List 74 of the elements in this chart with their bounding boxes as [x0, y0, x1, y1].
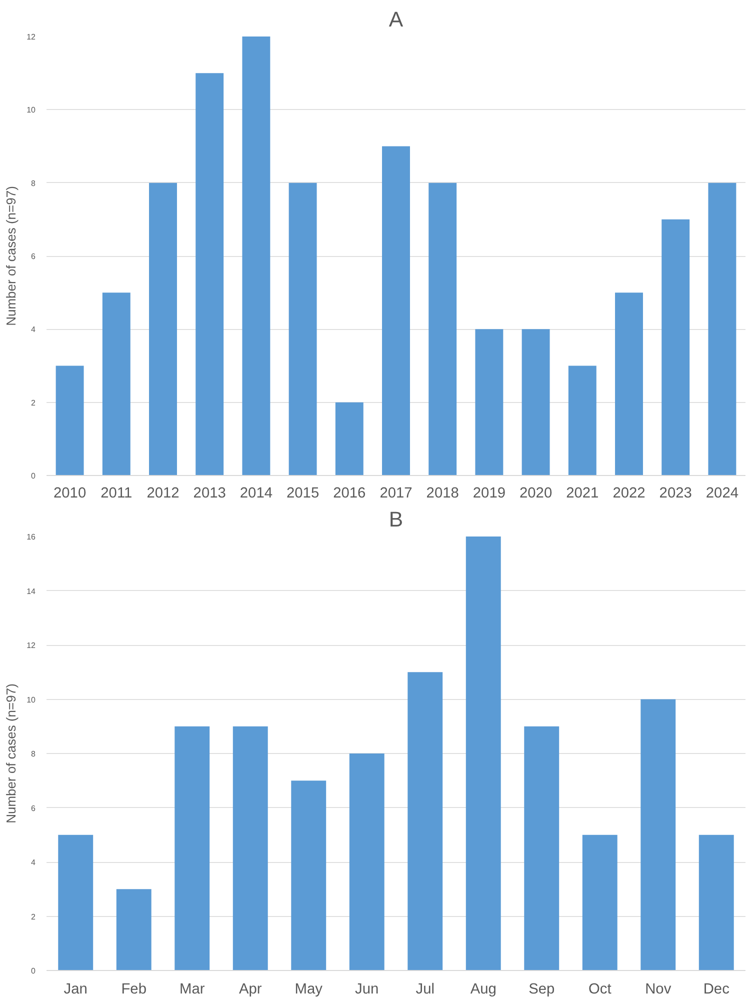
bar [56, 366, 84, 476]
x-tick-label: 2011 [100, 486, 132, 502]
y-tick-label: 4 [31, 858, 36, 867]
y-tick-label: 0 [31, 472, 36, 480]
y-tick-label: 6 [31, 252, 36, 261]
y-tick-label: 4 [31, 325, 36, 334]
x-tick-label: 2010 [54, 486, 86, 502]
y-tick-label: 14 [26, 586, 36, 596]
x-tick-label: Jul [416, 982, 435, 998]
bar [102, 292, 130, 476]
bar [640, 699, 676, 970]
bar [428, 182, 457, 476]
x-tick-label: Nov [645, 982, 672, 998]
y-tick-label: 8 [31, 750, 36, 758]
chart-title: A [388, 8, 404, 32]
x-tick-label: 2016 [333, 486, 366, 502]
bar [288, 182, 317, 476]
x-tick-label: Mar [180, 982, 205, 998]
bar [291, 780, 326, 970]
bar [408, 672, 443, 970]
bar [149, 182, 177, 476]
bar [466, 536, 501, 970]
x-tick-label: 2012 [146, 486, 180, 502]
bar [174, 726, 210, 970]
x-tick-label: Jun [355, 982, 379, 998]
x-tick-label: Sep [528, 982, 555, 998]
x-tick-label: 2017 [380, 486, 412, 502]
y-tick-label: 10 [26, 106, 36, 115]
y-axis-title: Number of cases (n=97) [4, 186, 19, 326]
bar [524, 726, 560, 970]
bar [698, 834, 734, 970]
y-tick-label: 2 [31, 912, 36, 922]
x-tick-label: 2023 [659, 486, 692, 502]
bar [349, 754, 384, 970]
bar [116, 889, 152, 970]
x-tick-label: Dec [703, 982, 730, 998]
bar [382, 146, 410, 476]
y-tick-label: 8 [31, 178, 36, 188]
bar [242, 36, 270, 476]
x-tick-label: 2021 [566, 486, 599, 502]
x-tick-label: Apr [238, 982, 262, 998]
x-tick-label: 2014 [240, 486, 273, 502]
x-tick-label: Oct [588, 982, 612, 998]
y-tick-label: 12 [26, 32, 36, 42]
x-tick-label: Aug [470, 982, 496, 998]
bar [662, 219, 690, 476]
bar [582, 834, 618, 970]
x-tick-label: Feb [121, 982, 147, 998]
x-tick-label: May [294, 982, 324, 998]
x-tick-label: 2015 [286, 486, 320, 502]
y-tick-label: 6 [31, 804, 36, 813]
x-tick-label: 2022 [612, 486, 646, 502]
y-tick-label: 16 [26, 532, 36, 542]
x-tick-label: 2018 [426, 486, 459, 502]
x-tick-label: Jan [64, 982, 88, 998]
bar [335, 402, 364, 476]
bar [568, 366, 596, 476]
bar [196, 73, 224, 476]
bar [522, 329, 550, 476]
bar [475, 329, 504, 476]
bar [708, 182, 736, 476]
bar [615, 292, 643, 476]
y-tick-label: 10 [26, 695, 36, 704]
y-tick-label: 2 [31, 398, 36, 408]
chart-title: B [388, 508, 404, 532]
y-tick-label: 0 [31, 966, 36, 976]
y-axis-title: Number of cases (n=97) [4, 684, 19, 824]
y-tick-label: 12 [26, 641, 36, 650]
x-tick-label: 2024 [706, 486, 739, 502]
x-tick-label: 2020 [520, 486, 552, 502]
x-tick-label: 2013 [193, 486, 226, 502]
bar [232, 726, 268, 970]
x-tick-label: 2019 [472, 486, 506, 502]
bar [58, 834, 94, 970]
